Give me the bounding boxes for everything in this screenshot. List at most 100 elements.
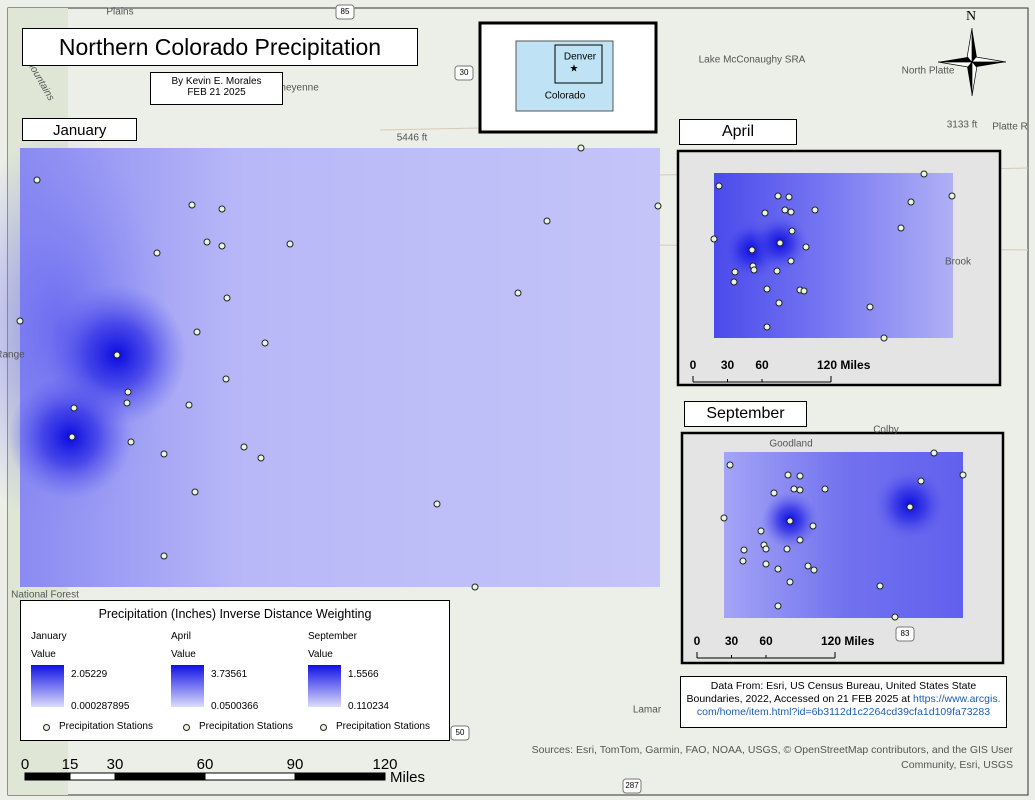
legend-high: 3.73561 — [211, 669, 248, 680]
station — [223, 294, 231, 302]
station — [786, 517, 794, 525]
station — [577, 144, 585, 152]
station — [762, 560, 770, 568]
station — [773, 267, 781, 275]
station — [471, 583, 479, 591]
colorado-shape — [515, 40, 614, 112]
legend-title: Precipitation (Inches) Inverse Distance … — [98, 607, 372, 621]
legend-month: September — [308, 631, 357, 642]
legend-station: Precipitation Stations — [59, 721, 153, 732]
place-label: Colby — [873, 425, 899, 436]
station — [286, 240, 294, 248]
legend-low: 0.0500366 — [211, 701, 259, 712]
station — [720, 514, 728, 522]
scale-segment — [204, 772, 296, 781]
star: ★ — [570, 64, 579, 75]
scale-label: 30 — [107, 756, 124, 773]
station — [730, 278, 738, 286]
author: By Kevin E. Morales — [171, 76, 262, 87]
scale-label: 60 — [197, 756, 214, 773]
station — [761, 209, 769, 217]
station — [774, 602, 782, 610]
highway-shield — [450, 725, 470, 741]
april-map — [714, 173, 953, 338]
station — [731, 268, 739, 276]
station — [788, 227, 796, 235]
september-map — [724, 452, 963, 618]
extent-box — [554, 44, 603, 84]
legend-low: 0.110234 — [348, 701, 389, 712]
station — [897, 224, 905, 232]
station — [113, 351, 121, 359]
station — [748, 246, 756, 254]
station — [810, 566, 818, 574]
legend: Precipitation (Inches) Inverse Distance … — [20, 600, 450, 741]
scale-label: 120 — [372, 756, 397, 773]
place-label: Lake McConaughy SRA — [699, 55, 806, 66]
station — [218, 205, 226, 213]
station — [959, 471, 967, 479]
station — [776, 239, 784, 247]
station — [763, 285, 771, 293]
scale-segment — [294, 772, 386, 781]
station — [880, 334, 888, 342]
inset-city: Denver — [564, 52, 597, 63]
source-url[interactable]: https://www.arcgis.com/home/item.html?id… — [696, 693, 1001, 718]
station — [740, 546, 748, 554]
station — [866, 303, 874, 311]
scale-label: 15 — [62, 756, 79, 773]
place-label: Lamar — [633, 705, 662, 716]
station — [775, 299, 783, 307]
scale-label: 60 — [755, 358, 769, 372]
station — [784, 471, 792, 479]
station — [787, 208, 795, 216]
scale-label: 0 — [21, 756, 29, 773]
north-label: N — [966, 9, 976, 24]
station-symbol — [320, 724, 327, 731]
station — [876, 582, 884, 590]
station — [785, 193, 793, 201]
station — [543, 217, 551, 225]
color-ramp — [171, 665, 204, 707]
legend-column: January Value 2.05229 0.000287895 Precipitat… — [31, 627, 153, 737]
station — [203, 238, 211, 246]
author-box: By Kevin E. Morales FEB 21 2025 — [150, 72, 283, 105]
scale-label: 0 — [690, 358, 697, 372]
highway-number: 83 — [901, 629, 910, 638]
station — [906, 503, 914, 511]
station — [891, 613, 899, 621]
source-text: Data From: Esri, US Census Bureau, Unite… — [686, 680, 977, 705]
highway-number: 30 — [460, 68, 469, 77]
station — [240, 443, 248, 451]
station — [33, 176, 41, 184]
legend-field: Value — [171, 649, 196, 660]
station — [257, 454, 265, 462]
station — [763, 323, 771, 331]
highway-number: 287 — [625, 781, 639, 790]
legend-high: 2.05229 — [71, 669, 108, 680]
station-symbol — [43, 724, 50, 731]
station — [218, 242, 226, 250]
station — [790, 485, 798, 493]
place-label: North Platte — [902, 66, 955, 77]
station — [811, 206, 819, 214]
place-label: 5446 ft — [397, 133, 428, 144]
station — [739, 557, 747, 565]
station — [774, 565, 782, 573]
place-label: Brook — [945, 257, 972, 268]
station — [762, 545, 770, 553]
station — [787, 257, 795, 265]
scale-label: 120 Miles — [817, 358, 871, 372]
station — [821, 485, 829, 493]
station — [907, 198, 915, 206]
place-label: Platte R — [992, 122, 1028, 133]
scale-label: 0 — [694, 634, 701, 648]
color-ramp — [308, 665, 341, 707]
panel-label: April — [679, 119, 797, 145]
station — [261, 339, 269, 347]
station — [16, 317, 24, 325]
station — [783, 545, 791, 553]
station — [796, 536, 804, 544]
station — [804, 562, 812, 570]
